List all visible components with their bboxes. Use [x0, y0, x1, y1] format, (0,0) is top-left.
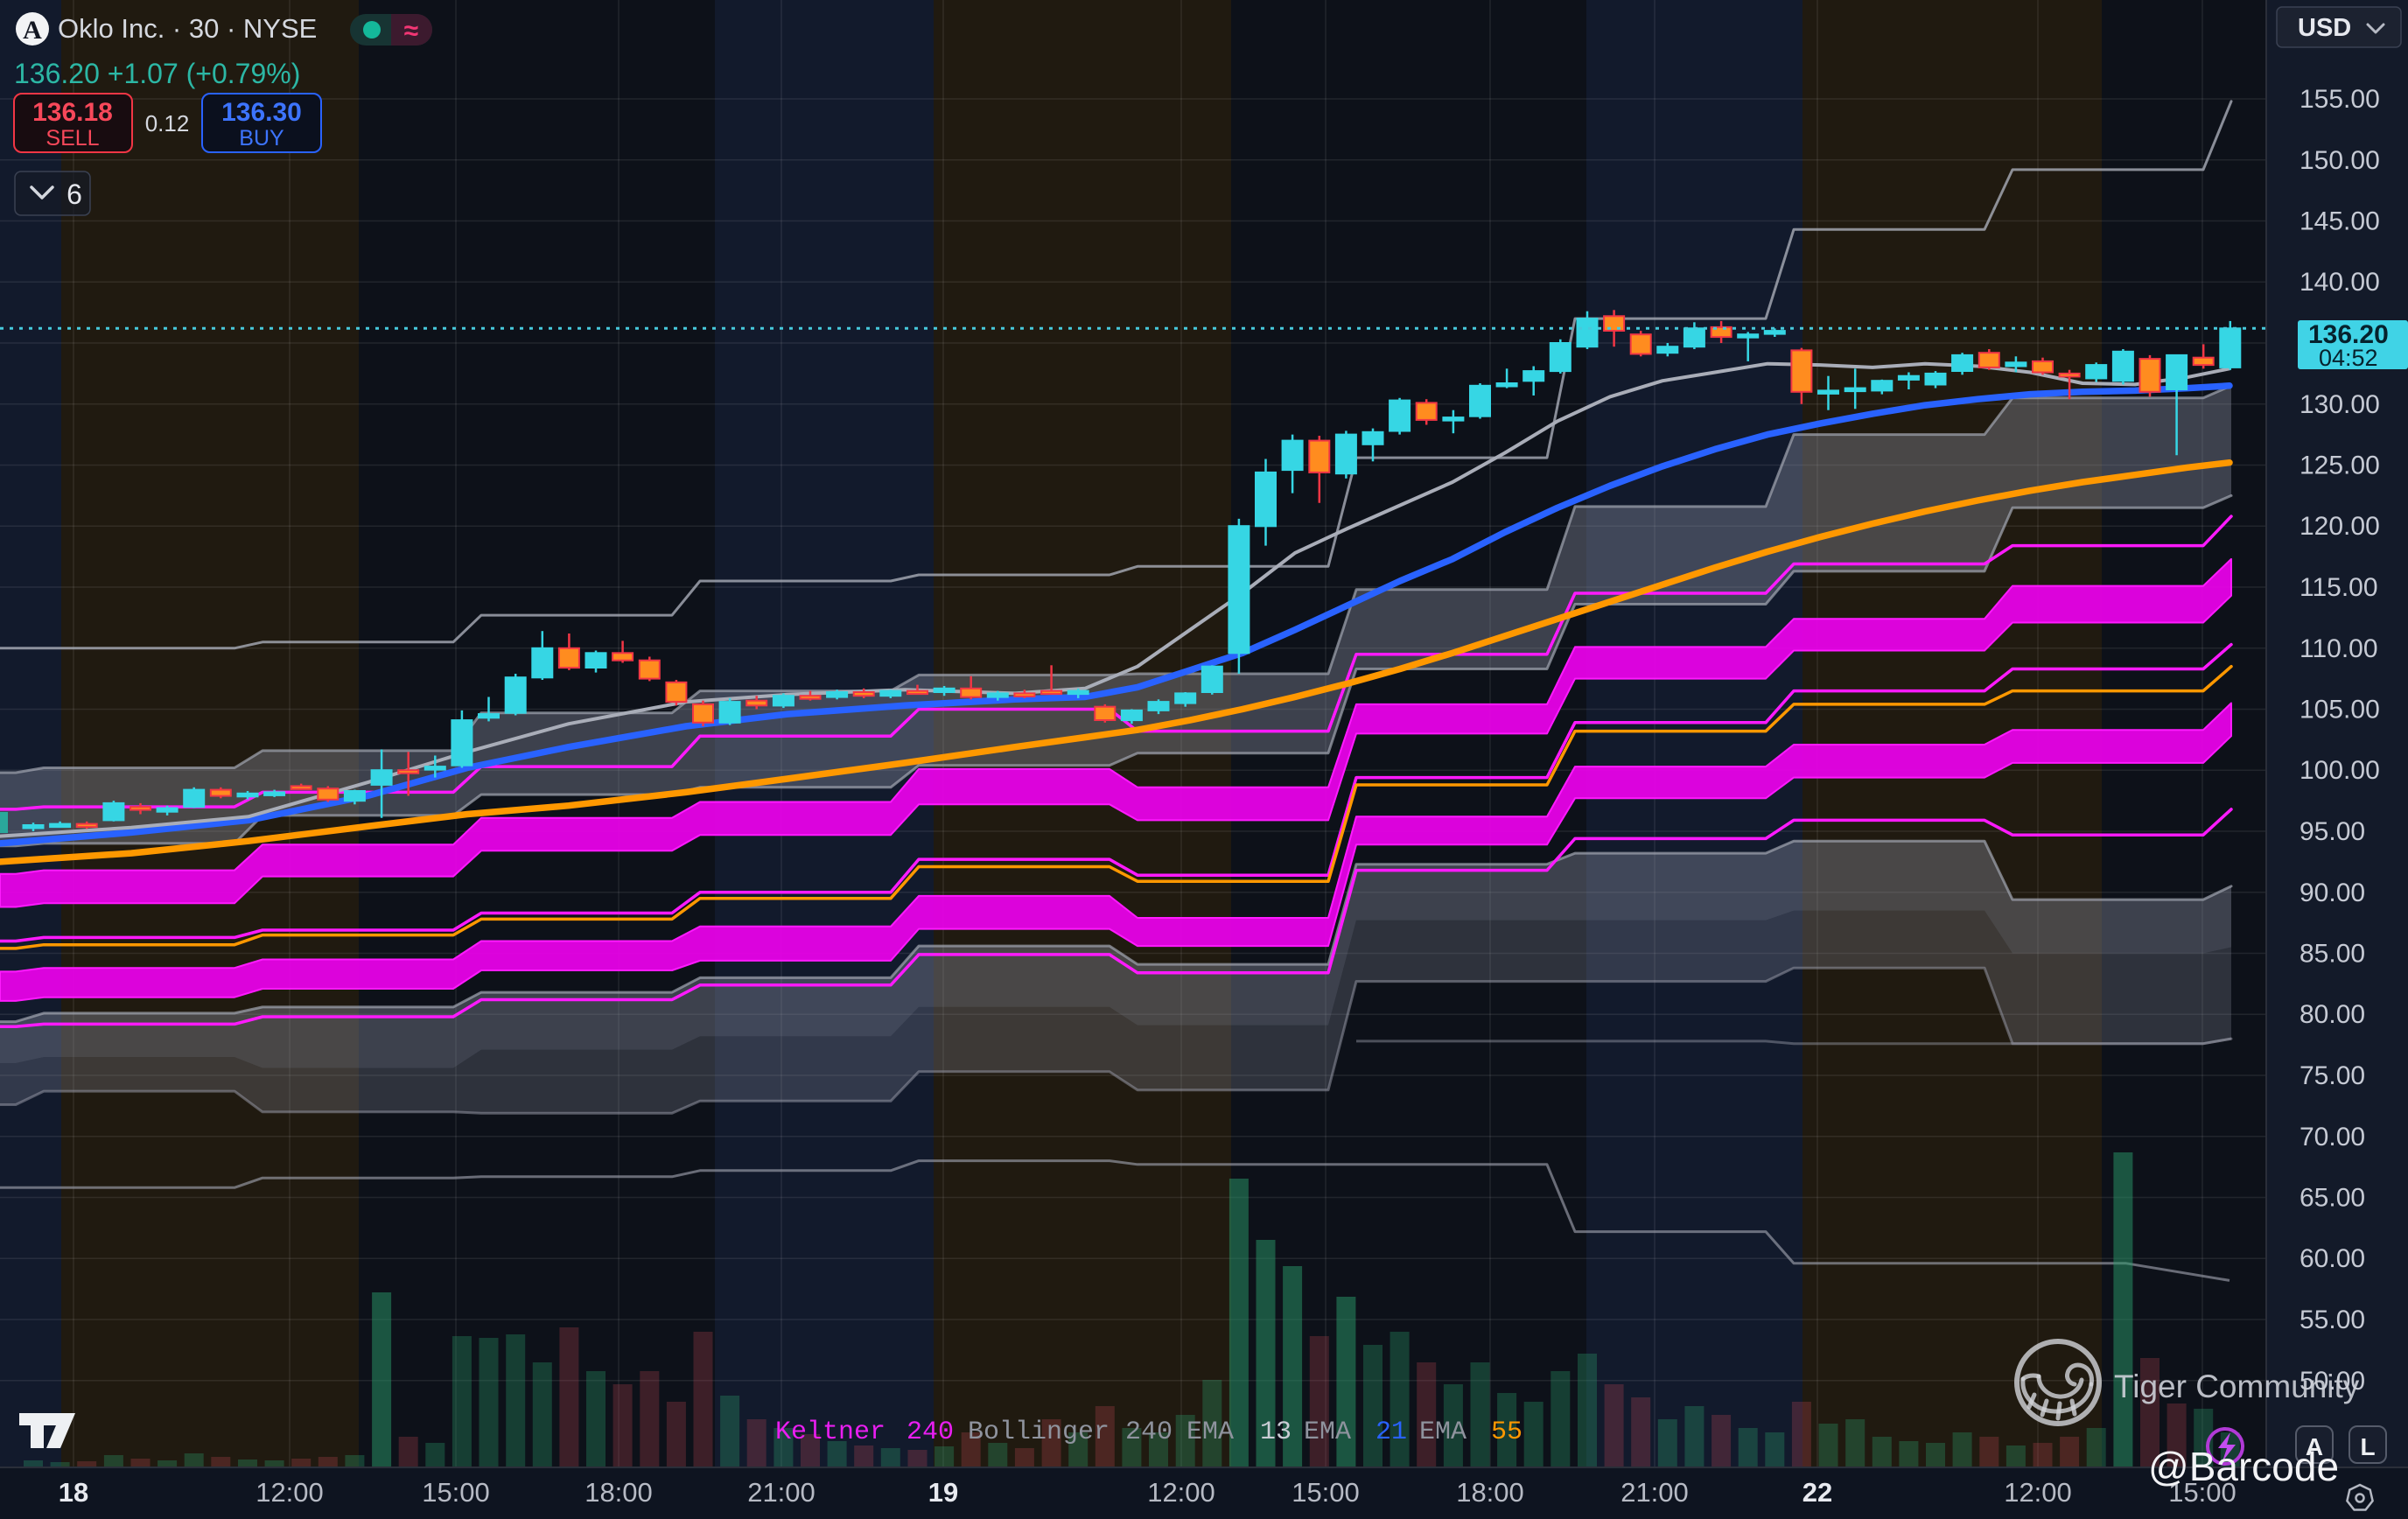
svg-text:100.00: 100.00	[2300, 756, 2380, 785]
svg-text:EMA: EMA	[1186, 1418, 1234, 1447]
svg-text:136.20 +1.07 (+0.79%): 136.20 +1.07 (+0.79%)	[14, 58, 300, 89]
svg-text:A: A	[23, 16, 42, 45]
svg-text:70.00: 70.00	[2300, 1123, 2365, 1152]
svg-text:Tiger Community: Tiger Community	[2114, 1368, 2360, 1404]
svg-text:55: 55	[1491, 1418, 1522, 1447]
svg-text:A: A	[2306, 1433, 2323, 1460]
svg-text:136.30: 136.30	[221, 98, 302, 127]
svg-text:120.00: 120.00	[2300, 512, 2380, 541]
svg-text:13: 13	[1260, 1418, 1292, 1447]
svg-text:60.00: 60.00	[2300, 1244, 2365, 1273]
svg-text:@Barcode: @Barcode	[2148, 1444, 2339, 1489]
svg-text:155.00: 155.00	[2300, 85, 2380, 114]
svg-text:15:00: 15:00	[2168, 1477, 2236, 1508]
svg-text:75.00: 75.00	[2300, 1061, 2365, 1090]
svg-text:136.20: 136.20	[2308, 320, 2389, 349]
svg-text:55.00: 55.00	[2300, 1306, 2365, 1334]
svg-text:12:00: 12:00	[256, 1477, 324, 1508]
svg-text:BUY: BUY	[239, 126, 284, 150]
svg-text:136.18: 136.18	[32, 98, 113, 127]
svg-text:Bollinger: Bollinger	[968, 1418, 1110, 1447]
svg-text:EMA: EMA	[1304, 1418, 1351, 1447]
svg-text:21:00: 21:00	[1620, 1477, 1689, 1508]
svg-text:12:00: 12:00	[1147, 1477, 1215, 1508]
svg-text:80.00: 80.00	[2300, 1000, 2365, 1029]
svg-text:L: L	[2360, 1433, 2375, 1460]
svg-text:145.00: 145.00	[2300, 207, 2380, 236]
svg-text:85.00: 85.00	[2300, 940, 2365, 969]
svg-text:EMA: EMA	[1419, 1418, 1466, 1447]
svg-text:04:52: 04:52	[2319, 345, 2378, 371]
svg-text:SELL: SELL	[46, 126, 99, 150]
svg-text:USD: USD	[2298, 14, 2351, 42]
svg-text:150.00: 150.00	[2300, 146, 2380, 175]
svg-text:12:00: 12:00	[2004, 1477, 2072, 1508]
svg-text:140.00: 140.00	[2300, 268, 2380, 297]
svg-text:50.00: 50.00	[2300, 1367, 2365, 1396]
svg-text:Keltner: Keltner	[775, 1418, 886, 1447]
svg-text:18: 18	[59, 1477, 88, 1508]
svg-text:19: 19	[928, 1477, 958, 1508]
svg-text:21:00: 21:00	[747, 1477, 816, 1508]
svg-text:125.00: 125.00	[2300, 452, 2380, 480]
svg-text:65.00: 65.00	[2300, 1184, 2365, 1213]
svg-text:15:00: 15:00	[1292, 1477, 1360, 1508]
svg-text:0.12: 0.12	[145, 110, 190, 136]
svg-text:240: 240	[1125, 1418, 1172, 1447]
svg-text:90.00: 90.00	[2300, 878, 2365, 907]
svg-text:130.00: 130.00	[2300, 390, 2380, 419]
svg-text:22: 22	[1802, 1477, 1832, 1508]
svg-text:110.00: 110.00	[2300, 634, 2378, 663]
svg-text:Oklo Inc. · 30 · NYSE: Oklo Inc. · 30 · NYSE	[58, 13, 317, 44]
svg-text:115.00: 115.00	[2300, 573, 2378, 602]
svg-text:6: 6	[66, 178, 82, 210]
svg-text:≈: ≈	[404, 17, 418, 46]
svg-text:18:00: 18:00	[1456, 1477, 1524, 1508]
svg-text:18:00: 18:00	[584, 1477, 653, 1508]
svg-text:240: 240	[906, 1418, 954, 1447]
svg-text:15:00: 15:00	[422, 1477, 490, 1508]
svg-text:95.00: 95.00	[2300, 817, 2365, 846]
svg-text:105.00: 105.00	[2300, 696, 2380, 724]
svg-text:21: 21	[1376, 1418, 1407, 1447]
